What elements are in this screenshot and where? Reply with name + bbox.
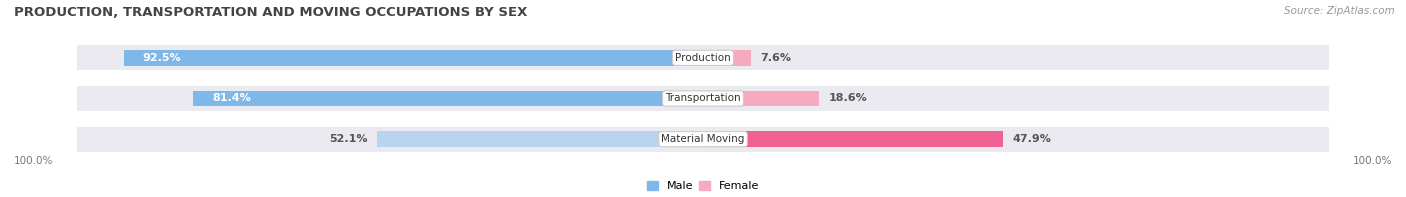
- Bar: [124, 50, 703, 66]
- Bar: [703, 45, 1329, 71]
- Text: Production: Production: [675, 53, 731, 63]
- Text: 7.6%: 7.6%: [761, 53, 792, 63]
- Text: Source: ZipAtlas.com: Source: ZipAtlas.com: [1284, 6, 1395, 16]
- Text: 100.0%: 100.0%: [14, 156, 53, 166]
- Bar: [377, 131, 703, 147]
- Bar: [77, 86, 703, 111]
- Text: 92.5%: 92.5%: [142, 53, 181, 63]
- Bar: [703, 126, 1329, 152]
- Bar: [703, 91, 820, 106]
- Bar: [703, 86, 1329, 111]
- Text: Transportation: Transportation: [665, 94, 741, 103]
- Text: 81.4%: 81.4%: [212, 94, 250, 103]
- Text: 18.6%: 18.6%: [830, 94, 868, 103]
- Text: 52.1%: 52.1%: [329, 134, 367, 144]
- Text: PRODUCTION, TRANSPORTATION AND MOVING OCCUPATIONS BY SEX: PRODUCTION, TRANSPORTATION AND MOVING OC…: [14, 6, 527, 19]
- Text: 100.0%: 100.0%: [1353, 156, 1392, 166]
- Bar: [703, 50, 751, 66]
- Legend: Male, Female: Male, Female: [647, 181, 759, 191]
- Text: 47.9%: 47.9%: [1012, 134, 1052, 144]
- Bar: [703, 131, 1002, 147]
- Bar: [77, 126, 703, 152]
- Bar: [193, 91, 703, 106]
- Text: Material Moving: Material Moving: [661, 134, 745, 144]
- Bar: [77, 45, 703, 71]
